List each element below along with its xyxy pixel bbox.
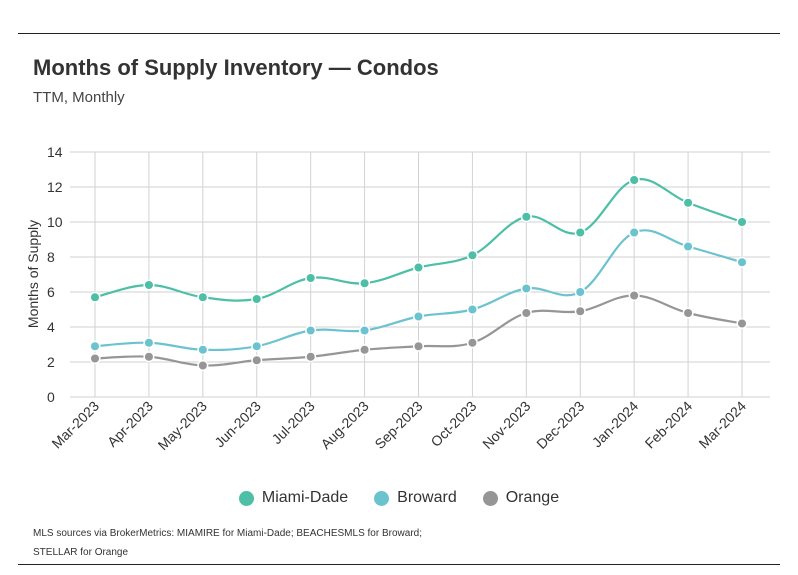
data-point-orange xyxy=(682,307,694,319)
data-point-miami-dade xyxy=(736,216,748,228)
x-tick-label: Sep-2023 xyxy=(371,398,425,452)
data-point-miami-dade xyxy=(305,272,317,284)
top-rule xyxy=(18,33,780,34)
legend-item-orange: Orange xyxy=(482,489,560,507)
data-point-miami-dade xyxy=(466,249,478,261)
data-point-orange xyxy=(736,317,748,330)
data-point-broward xyxy=(412,310,425,323)
x-tick-label: Mar-2023 xyxy=(48,398,102,452)
x-tick-label: Dec-2023 xyxy=(533,398,587,452)
legend-item-broward: Broward xyxy=(374,489,457,507)
data-point-miami-dade xyxy=(143,279,155,291)
data-point-broward xyxy=(466,303,478,316)
data-point-broward xyxy=(574,286,586,298)
y-tick-label: 10 xyxy=(47,214,63,230)
x-tick-label: Apr-2023 xyxy=(104,398,156,450)
x-tick-label: Jan-2024 xyxy=(589,398,642,451)
source-note-line2: STELLAR for Orange xyxy=(33,547,129,558)
data-point-broward xyxy=(628,226,640,239)
data-point-orange xyxy=(520,307,532,319)
y-tick-label: 6 xyxy=(47,284,55,300)
chart-title: Months of Supply Inventory — Condos xyxy=(33,55,439,80)
data-point-miami-dade xyxy=(89,291,101,303)
data-point-orange xyxy=(305,351,317,363)
data-point-orange xyxy=(197,359,209,372)
data-point-broward xyxy=(251,340,263,352)
legend-label: Orange xyxy=(505,489,560,506)
data-point-miami-dade xyxy=(412,261,425,274)
data-point-orange xyxy=(251,354,263,366)
y-tick-label: 8 xyxy=(47,249,55,265)
series-points xyxy=(89,174,748,372)
data-point-orange xyxy=(143,351,155,363)
legend-item-miami-dade: Miami-Dade xyxy=(238,489,349,507)
data-point-orange xyxy=(89,352,101,365)
x-tick-label: Aug-2023 xyxy=(317,398,371,452)
data-point-broward xyxy=(520,282,532,295)
data-point-miami-dade xyxy=(628,174,640,186)
legend-swatch xyxy=(482,490,498,506)
data-point-broward xyxy=(736,256,748,268)
legend-swatch xyxy=(238,490,254,506)
legend-label: Broward xyxy=(397,489,457,506)
data-point-miami-dade xyxy=(682,197,694,209)
data-point-broward xyxy=(305,324,317,337)
bottom-rule xyxy=(18,564,780,565)
x-tick-label: Jun-2023 xyxy=(211,398,264,451)
data-point-orange xyxy=(359,344,371,356)
x-tick-label: Oct-2023 xyxy=(427,398,479,450)
data-point-orange xyxy=(412,340,425,352)
source-note-line1: MLS sources via BrokerMetrics: MIAMIRE f… xyxy=(33,528,422,539)
data-point-miami-dade xyxy=(251,293,263,305)
data-point-miami-dade xyxy=(359,277,371,289)
data-point-broward xyxy=(89,340,101,352)
y-axis: 0 2 4 6 8 10 12 14 xyxy=(47,144,63,405)
data-point-orange xyxy=(466,337,478,349)
legend-label: Miami-Dade xyxy=(261,489,349,506)
y-tick-label: 14 xyxy=(47,144,63,160)
data-point-broward xyxy=(143,337,155,349)
legend: Miami-Dade Broward Orange xyxy=(0,489,798,507)
y-axis-title: Months of Supply xyxy=(25,220,41,328)
data-point-miami-dade xyxy=(574,226,586,239)
x-tick-label: Mar-2024 xyxy=(695,398,749,452)
data-point-broward xyxy=(197,344,209,356)
data-point-orange xyxy=(574,305,586,317)
y-tick-label: 2 xyxy=(47,354,55,370)
data-point-miami-dade xyxy=(197,291,209,303)
data-point-miami-dade xyxy=(520,211,532,223)
data-point-broward xyxy=(682,240,694,253)
legend-swatch xyxy=(374,490,390,506)
x-tick-label: Nov-2023 xyxy=(479,398,533,452)
x-tick-label: Feb-2024 xyxy=(642,398,696,452)
y-tick-label: 12 xyxy=(47,179,63,195)
y-tick-label: 4 xyxy=(47,319,55,335)
y-tick-label: 0 xyxy=(47,389,55,405)
data-point-broward xyxy=(359,324,371,337)
x-tick-label: Jul-2023 xyxy=(269,398,318,447)
chart-subtitle: TTM, Monthly xyxy=(33,89,125,106)
data-point-orange xyxy=(628,289,640,302)
x-tick-label: May-2023 xyxy=(155,398,210,453)
